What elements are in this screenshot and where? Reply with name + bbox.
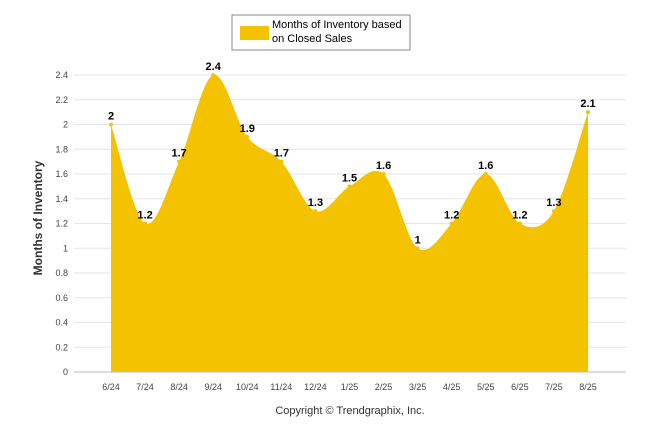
data-point[interactable]: [177, 159, 182, 164]
data-point[interactable]: [143, 221, 148, 226]
y-tick-label: 0.8: [55, 268, 68, 278]
data-label: 1.2: [444, 210, 459, 222]
data-label: 1.6: [376, 160, 391, 172]
x-tick-label: 12/24: [304, 382, 327, 392]
data-label: 1.7: [274, 148, 289, 160]
data-point[interactable]: [211, 73, 216, 77]
y-tick-label: 0.2: [55, 342, 68, 352]
series-area: [109, 73, 590, 373]
data-label: 1: [415, 234, 421, 246]
y-axis-ticks: 0 0.2 0.4 0.6 0.8 1 1.2 1.4 1.6 1.8 2 2.2 2.4: [55, 70, 68, 377]
y-tick-label: 2.4: [55, 70, 68, 80]
data-point[interactable]: [347, 184, 352, 189]
x-tick-label: 6/25: [511, 382, 529, 392]
x-tick-label: 3/25: [409, 382, 427, 392]
area-series-fill: [111, 74, 588, 373]
x-tick-label: 9/24: [204, 382, 222, 392]
y-tick-label: 1.2: [55, 219, 68, 229]
legend-label-line1: Months of Inventory based: [272, 19, 402, 31]
data-label: 2.1: [580, 98, 595, 110]
data-point[interactable]: [517, 221, 522, 226]
x-tick-label: 4/25: [443, 382, 461, 392]
legend[interactable]: Months of Inventory based on Closed Sale…: [231, 14, 411, 51]
data-point[interactable]: [551, 209, 556, 214]
data-label: 1.3: [546, 197, 561, 209]
legend-label-line2: on Closed Sales: [272, 33, 353, 45]
y-tick-label: 0.4: [55, 318, 68, 328]
x-tick-label: 10/24: [236, 382, 259, 392]
data-point[interactable]: [313, 209, 318, 214]
data-labels: 2 1.2 1.7 2.4 1.9 1.7 1.3 1.5 1.6 1 1.2 1.6 1.2 1.3 2.…: [108, 61, 596, 246]
x-tick-label: 6/24: [102, 382, 120, 392]
data-label: 1.3: [308, 197, 323, 209]
data-point[interactable]: [245, 134, 250, 139]
data-label: 1.7: [171, 148, 186, 160]
y-tick-label: 1.6: [55, 169, 68, 179]
x-tick-label: 5/25: [477, 382, 495, 392]
data-label: 2.4: [206, 61, 222, 73]
data-point[interactable]: [585, 110, 590, 115]
data-point[interactable]: [415, 246, 420, 251]
y-tick-label: 0.6: [55, 293, 68, 303]
copyright-credit: Copyright © Trendgraphix, Inc.: [275, 405, 424, 417]
data-point[interactable]: [381, 172, 386, 176]
x-tick-label: 8/25: [579, 382, 597, 392]
x-tick-label: 2/25: [375, 382, 393, 392]
data-label: 2: [108, 111, 114, 123]
y-tick-label: 1: [63, 243, 68, 253]
x-tick-label: 8/24: [170, 382, 188, 392]
data-label: 1.5: [342, 172, 357, 184]
y-tick-label: 2: [63, 120, 68, 130]
x-tick-label: 11/24: [270, 382, 292, 392]
y-tick-label: 1.8: [55, 144, 68, 154]
data-point[interactable]: [109, 122, 113, 127]
x-tick-label: 7/24: [136, 382, 154, 392]
data-point[interactable]: [483, 172, 488, 176]
data-label: 1.2: [512, 210, 527, 222]
y-axis-label: Months of Inventory: [31, 160, 45, 275]
data-label: 1.2: [137, 210, 152, 222]
x-tick-label: 7/25: [545, 382, 563, 392]
y-tick-label: 2.2: [55, 95, 68, 105]
legend-swatch: [240, 26, 269, 40]
x-axis-ticks: 6/24 7/24 8/24 9/24 10/24 11/24 12/24 1/25 2/25 3…: [74, 371, 626, 392]
data-label: 1.9: [240, 123, 255, 135]
data-point[interactable]: [449, 221, 454, 226]
y-tick-label: 1.4: [55, 194, 68, 204]
data-label: 1.6: [478, 160, 493, 172]
y-tick-label: 0: [63, 367, 68, 377]
data-point[interactable]: [279, 159, 284, 164]
x-tick-label: 1/25: [341, 382, 359, 392]
